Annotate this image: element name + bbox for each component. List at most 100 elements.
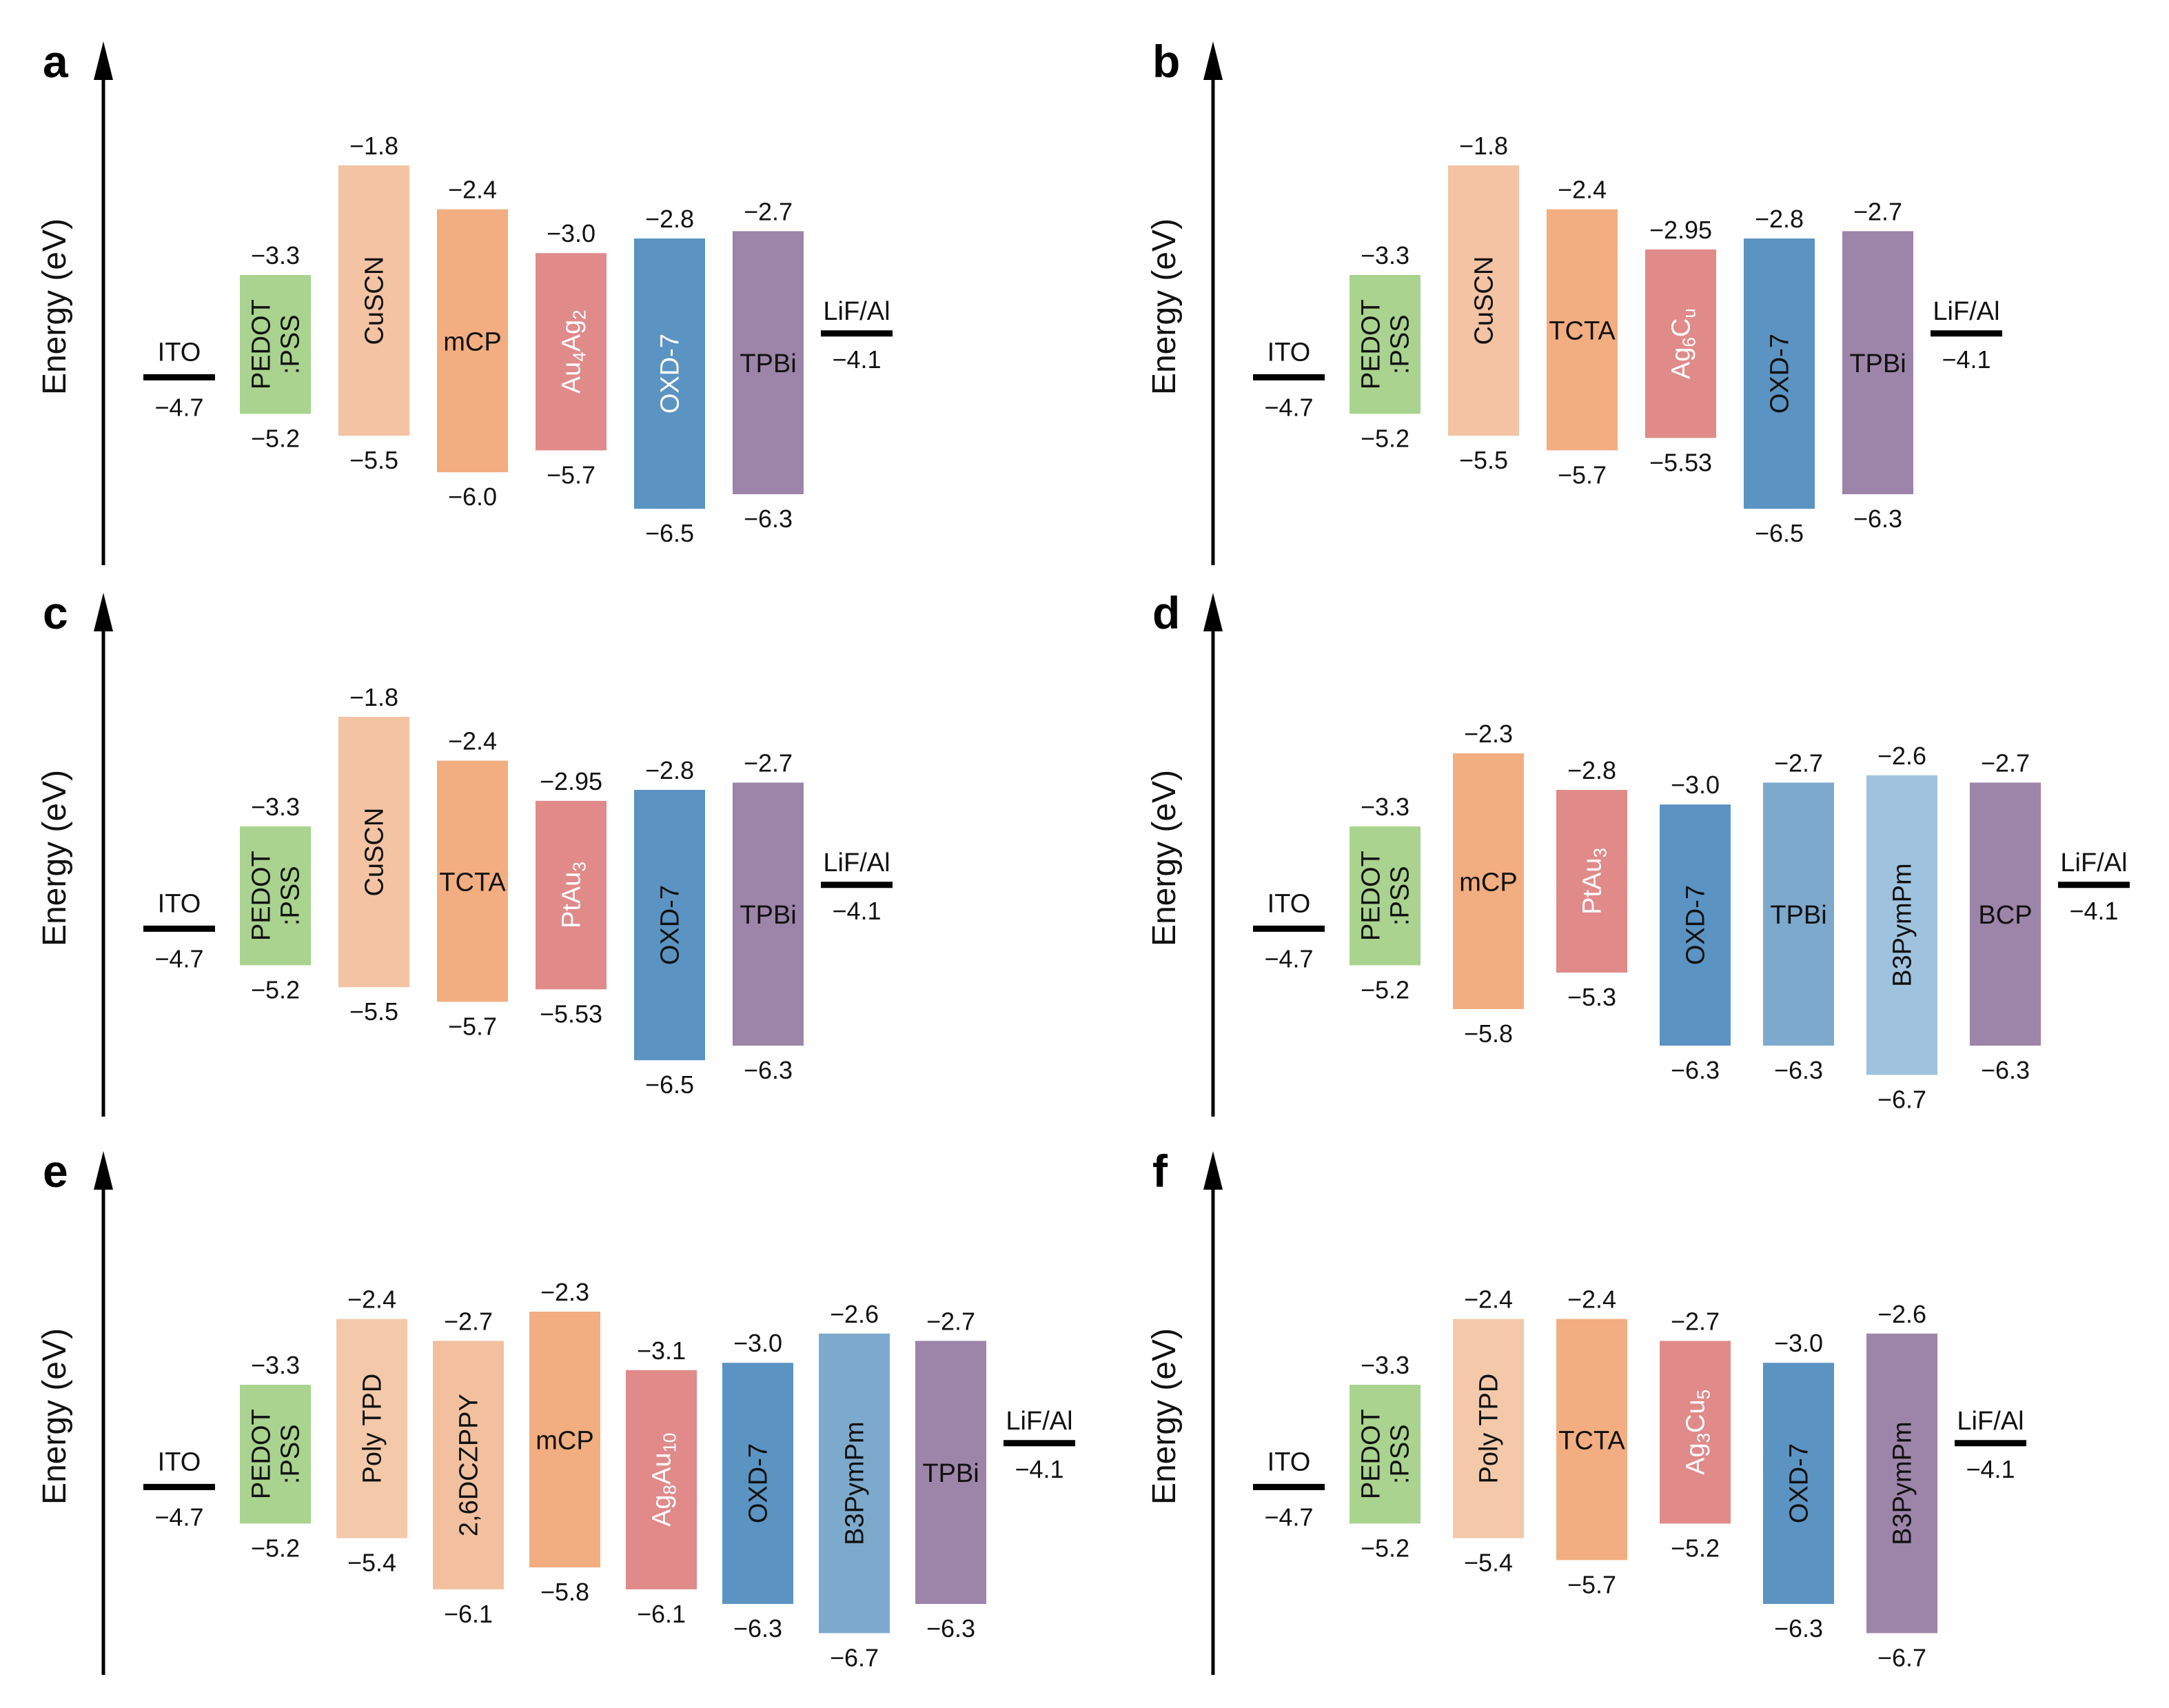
homo-label: −6.3 [1774, 1056, 1823, 1084]
layer-tcta: −2.4 −5.7 TCTA [437, 727, 508, 1040]
cathode-value: −4.1 [2069, 897, 2118, 925]
homo-label: −5.53 [540, 999, 602, 1028]
homo-label: −5.2 [251, 1534, 300, 1562]
homo-label: −5.4 [1464, 1549, 1513, 1577]
layer-b3pympm: −2.6 −6.7 B3PymPm [1866, 742, 1937, 1113]
homo-label: −6.5 [1755, 519, 1804, 547]
layer-name: PEDOT [1357, 299, 1386, 389]
axis-label: Energy (eV) [1146, 770, 1183, 946]
layer-name: TPBi [740, 349, 796, 378]
energy-bar [733, 782, 804, 1046]
layer-mcp: −2.3 −5.8 mCP [1453, 720, 1524, 1048]
energy-bar [1547, 209, 1618, 451]
layer-name-line2: :PSS [1386, 866, 1415, 926]
anode-value: −4.7 [1264, 944, 1313, 973]
cathode-label: LiF/Al [1933, 297, 1999, 326]
layer-poly-tpd: −2.4 −5.4 Poly TPD [336, 1285, 407, 1577]
layer-name: Poly TPD [1475, 1374, 1504, 1484]
homo-label: −6.3 [733, 1614, 782, 1643]
energy-bar [1842, 231, 1913, 494]
homo-label: −6.1 [637, 1600, 686, 1628]
lumo-label: −2.7 [1671, 1307, 1720, 1335]
axis-label: Energy (eV) [37, 218, 73, 395]
layer-bcp: −2.7 −6.3 BCP [1970, 749, 2041, 1084]
axis-arrow-icon [94, 593, 113, 631]
lumo-label: −3.3 [251, 1351, 300, 1379]
layer-pta: −2.95 −5.53 PtAu3 [536, 767, 607, 1028]
energy-bar [1744, 238, 1815, 509]
layer-name: TCTA [439, 868, 506, 897]
energy-bar [1350, 275, 1420, 414]
layer-oxd-7: −2.8 −6.5 OXD-7 [634, 756, 705, 1099]
energy-bar [1448, 165, 1519, 436]
homo-label: −6.7 [1877, 1085, 1926, 1113]
layer-name: Poly TPD [358, 1374, 387, 1484]
cathode-value: −4.1 [1942, 345, 1990, 374]
layer-name: PEDOT [1357, 1409, 1386, 1499]
energy-bar [338, 717, 409, 988]
energy-bar [240, 275, 311, 414]
panel-a: a Energy (eV) ITO −4.7 −3.3 −5.2 PEDOT:PSS −1.8… [37, 36, 893, 565]
lumo-label: −2.4 [1558, 176, 1607, 204]
lumo-label: −3.3 [1361, 1351, 1409, 1379]
layer-pedot: −3.3 −5.2 PEDOT:PSS [1350, 793, 1420, 1004]
layer-name: Ag8Au10 [648, 1433, 680, 1527]
layer-ptau: −2.8 −5.3 PtAu3 [1556, 756, 1627, 1011]
lumo-label: −1.8 [349, 683, 398, 711]
homo-label: −5.2 [1361, 424, 1409, 452]
panel-b: b Energy (eV) ITO −4.7 −3.3 −5.2 PEDOT:PSS −1.8… [1146, 36, 2002, 565]
layer-poly-tpd: −2.4 −5.4 Poly TPD [1453, 1285, 1524, 1577]
energy-bar [819, 1333, 890, 1634]
homo-label: −5.7 [448, 1012, 497, 1040]
lumo-label: −2.6 [1877, 1300, 1926, 1328]
lumo-label: −2.7 [1981, 749, 2030, 777]
energy-bar [1763, 782, 1834, 1046]
layer-name: PtAu3 [558, 862, 590, 928]
energy-bar [529, 1312, 600, 1567]
homo-label: −5.2 [1671, 1534, 1720, 1562]
lumo-label: −2.8 [1567, 756, 1616, 784]
lumo-label: −2.95 [1649, 216, 1712, 244]
cathode-value: −4.1 [1015, 1455, 1063, 1483]
anode-value: −4.7 [1264, 1503, 1313, 1531]
layer-name: OXD-7 [656, 334, 685, 414]
lumo-label: −2.7 [744, 749, 793, 777]
lumo-label: −2.7 [744, 197, 793, 225]
energy-bar [336, 1319, 407, 1538]
layer-tpbi: −2.7 −6.3 TPBi [1842, 197, 1913, 533]
homo-label: −5.2 [1361, 975, 1409, 1004]
layer-name: B3PymPm [841, 1421, 870, 1545]
cathode-value: −4.1 [832, 345, 881, 374]
anode-value: −4.7 [1264, 393, 1313, 421]
anode-value: −4.7 [154, 944, 203, 973]
anode-label: ITO [1267, 1447, 1311, 1476]
energy-bar [240, 1385, 311, 1524]
energy-bar [1453, 1319, 1524, 1538]
layer-ag: −3.1 −6.1 Ag8Au10 [626, 1336, 697, 1628]
lumo-label: −2.8 [645, 205, 694, 233]
panel-letter: f [1152, 1146, 1168, 1197]
energy-bar [915, 1341, 986, 1604]
homo-label: −6.3 [1853, 505, 1902, 533]
lumo-label: −3.3 [251, 793, 300, 821]
homo-label: −6.3 [926, 1614, 975, 1643]
layer-name: OXD-7 [1766, 334, 1795, 414]
cathode-label: LiF/Al [2060, 848, 2127, 877]
layer-name: Au4Ag2 [558, 309, 590, 394]
layer-oxd-7: −3.0 −6.3 OXD-7 [1763, 1329, 1834, 1643]
layer-2-6dczppy: −2.7 −6.1 2,6DCZPPY [433, 1307, 504, 1628]
panel-letter: e [43, 1146, 68, 1197]
energy-bar [1350, 1385, 1420, 1524]
layer-oxd-7: −2.8 −6.5 OXD-7 [634, 205, 705, 547]
layer-tpbi: −2.7 −6.3 TPBi [915, 1307, 986, 1643]
layer-name: mCP [1459, 868, 1517, 897]
layer-pedot: −3.3 −5.2 PEDOT:PSS [240, 241, 311, 452]
layer-name: B3PymPm [1888, 863, 1917, 986]
layer-pedot: −3.3 −5.2 PEDOT:PSS [1350, 241, 1420, 452]
layer-b3pympm: −2.6 −6.7 B3PymPm [1866, 1300, 1937, 1671]
lumo-label: −2.6 [1877, 742, 1926, 770]
lumo-label: −2.7 [926, 1307, 975, 1335]
energy-bar [634, 238, 705, 509]
homo-label: −5.3 [1567, 983, 1616, 1011]
layer-name: OXD-7 [1682, 885, 1711, 965]
